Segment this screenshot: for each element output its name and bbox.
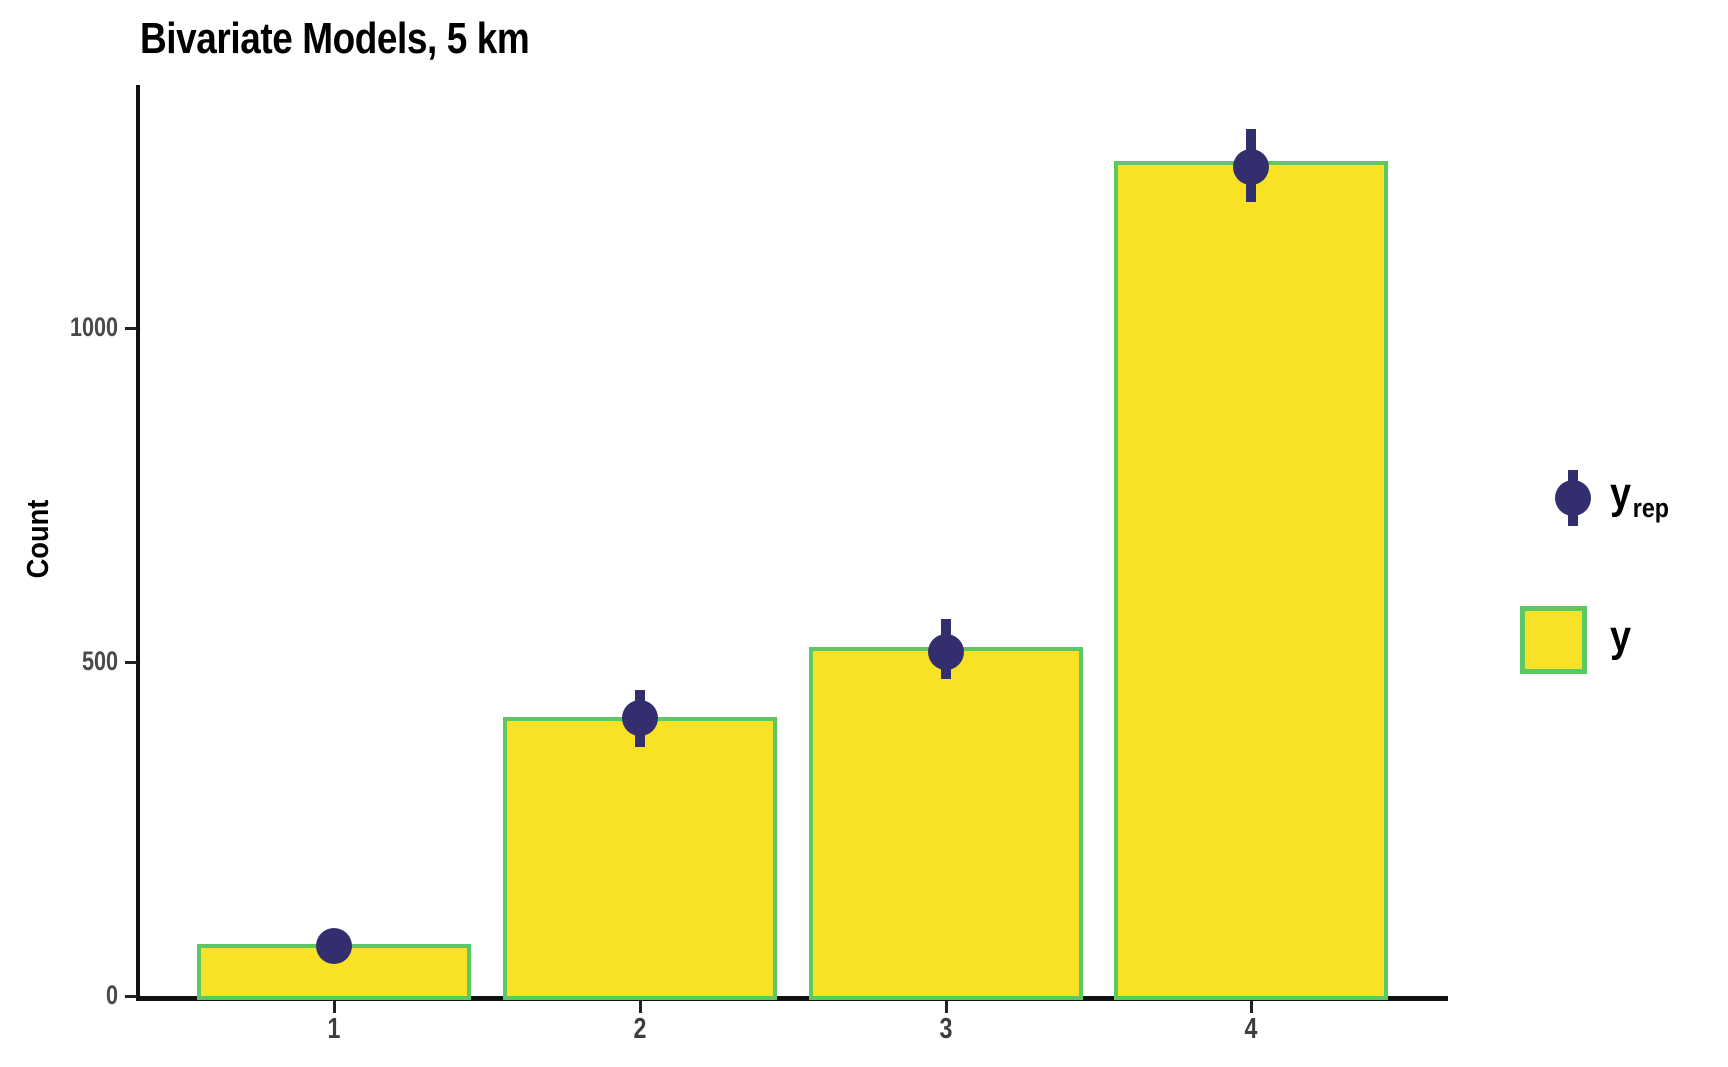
y-axis-tick-label: 1000 xyxy=(69,312,118,342)
yrep-point xyxy=(622,700,658,737)
yrep-point xyxy=(1233,149,1269,185)
yrep-point xyxy=(928,633,964,670)
legend-label-yrep-sub: rep xyxy=(1632,493,1669,523)
y-bar xyxy=(809,647,1083,1000)
y-bar xyxy=(503,717,777,1000)
x-axis-tick-label: 1 xyxy=(327,1013,341,1045)
legend-label-y: y xyxy=(1610,612,1632,661)
y-axis-tick xyxy=(125,326,137,330)
x-axis-tick-label: 4 xyxy=(1244,1013,1258,1045)
y-axis-line xyxy=(136,85,140,1001)
x-axis-tick xyxy=(638,1001,642,1013)
x-axis-tick-label: 2 xyxy=(633,1013,647,1045)
chart-title: Bivariate Models, 5 km xyxy=(140,14,603,64)
chart-title-text: Bivariate Models, 5 km xyxy=(140,14,530,63)
y-bar-swatch-icon xyxy=(1520,606,1587,674)
x-axis-tick-label: 3 xyxy=(939,1013,953,1045)
yrep-point xyxy=(316,927,352,964)
x-axis-tick xyxy=(944,1001,948,1013)
y-axis-tick-label: 0 xyxy=(105,980,118,1010)
y-axis-tick xyxy=(125,994,137,998)
legend-label-yrep-main: y xyxy=(1610,469,1632,518)
y-bar xyxy=(1114,161,1388,1000)
y-axis-tick xyxy=(125,660,137,664)
x-axis-tick xyxy=(332,1001,336,1013)
x-axis-line xyxy=(136,996,1448,1001)
y-axis-tick-label: 500 xyxy=(81,646,118,676)
legend-label-yrep: yrep xyxy=(1610,469,1669,523)
x-axis-tick xyxy=(1249,1001,1253,1013)
yrep-point-icon xyxy=(1555,480,1591,516)
y-axis-label: Count xyxy=(20,499,55,579)
